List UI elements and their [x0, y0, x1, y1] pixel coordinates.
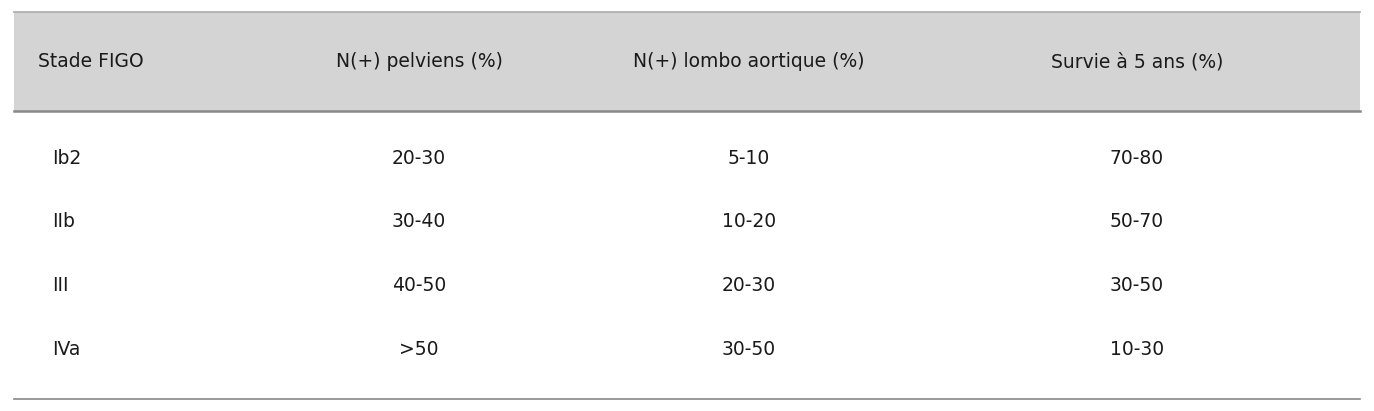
Text: 30-50: 30-50	[1110, 276, 1164, 295]
Text: >50: >50	[400, 340, 438, 359]
Bar	[14, 111, 1360, 399]
Text: N(+) pelviens (%): N(+) pelviens (%)	[335, 52, 503, 71]
Text: Survie à 5 ans (%): Survie à 5 ans (%)	[1051, 52, 1223, 71]
Text: III: III	[52, 276, 69, 295]
Text: Ib2: Ib2	[52, 149, 81, 168]
Text: 10-20: 10-20	[721, 212, 776, 231]
Text: 50-70: 50-70	[1110, 212, 1164, 231]
Text: 40-50: 40-50	[392, 276, 447, 295]
Text: IVa: IVa	[52, 340, 81, 359]
Text: 30-50: 30-50	[721, 340, 776, 359]
Text: 70-80: 70-80	[1110, 149, 1164, 168]
Text: N(+) lombo aortique (%): N(+) lombo aortique (%)	[633, 52, 864, 71]
Text: Stade FIGO: Stade FIGO	[38, 52, 144, 71]
Text: 20-30: 20-30	[721, 276, 776, 295]
Text: 10-30: 10-30	[1110, 340, 1164, 359]
Text: 30-40: 30-40	[392, 212, 447, 231]
Text: IIb: IIb	[52, 212, 76, 231]
Text: 20-30: 20-30	[392, 149, 447, 168]
Text: 5-10: 5-10	[728, 149, 769, 168]
Bar	[14, 12, 1360, 111]
